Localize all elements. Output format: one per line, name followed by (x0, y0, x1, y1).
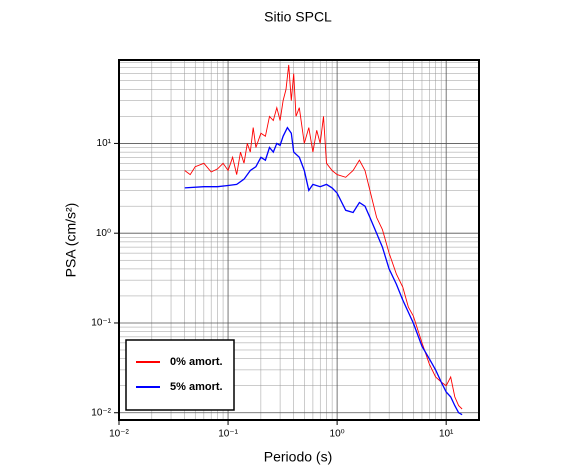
plot-frame (118, 59, 480, 421)
x-tick-label: 10⁰ (330, 429, 345, 440)
y-tick-label: 10⁻² (91, 407, 111, 418)
x-tick-label: 10⁻² (109, 429, 129, 440)
x-tick-label: 10⁻¹ (218, 429, 238, 440)
y-tick-label: 10⁰ (96, 228, 111, 239)
series-line (184, 64, 463, 410)
chart-title: Sitio SPCL (264, 9, 332, 25)
y-axis-label: PSA (cm/s²) (63, 203, 79, 278)
x-tick-label: 10¹ (439, 429, 454, 440)
legend-box (125, 339, 235, 411)
y-tick-label: 10¹ (97, 138, 112, 149)
x-axis-label: Periodo (s) (264, 449, 332, 465)
y-tick-label: 10⁻¹ (91, 318, 111, 329)
legend-label: 0% amort. (170, 356, 223, 368)
series-line (184, 126, 463, 416)
legend-label: 5% amort. (170, 381, 223, 393)
